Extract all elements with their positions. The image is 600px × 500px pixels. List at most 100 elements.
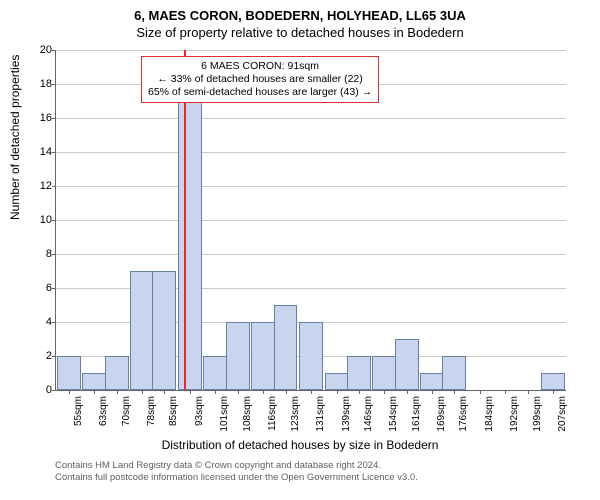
- ytick-label: 10: [28, 214, 52, 226]
- xtick-mark: [117, 390, 118, 394]
- ytick-label: 18: [28, 78, 52, 90]
- ytick-label: 14: [28, 146, 52, 158]
- annotation-box: 6 MAES CORON: 91sqm← 33% of detached hou…: [141, 56, 379, 103]
- ytick-mark: [52, 84, 56, 85]
- xtick-mark: [454, 390, 455, 394]
- histogram-bar: [325, 373, 349, 390]
- xtick-mark: [432, 390, 433, 394]
- ytick-mark: [52, 50, 56, 51]
- ytick-mark: [52, 118, 56, 119]
- histogram-bar: [442, 356, 466, 390]
- gridline: [56, 152, 566, 153]
- histogram-bar: [105, 356, 129, 390]
- annotation-line: ← 33% of detached houses are smaller (22…: [148, 73, 372, 86]
- histogram-bar: [251, 322, 275, 390]
- xtick-mark: [311, 390, 312, 394]
- xtick-label: 176sqm: [458, 396, 469, 440]
- ytick-mark: [52, 152, 56, 153]
- xtick-label: 55sqm: [73, 396, 84, 440]
- xtick-mark: [505, 390, 506, 394]
- xtick-label: 207sqm: [557, 396, 568, 440]
- xtick-mark: [553, 390, 554, 394]
- xtick-label: 63sqm: [98, 396, 109, 440]
- xtick-mark: [480, 390, 481, 394]
- xtick-label: 161sqm: [411, 396, 422, 440]
- chart-title-address: 6, MAES CORON, BODEDERN, HOLYHEAD, LL65 …: [0, 0, 600, 23]
- chart-container: 6, MAES CORON, BODEDERN, HOLYHEAD, LL65 …: [0, 0, 600, 500]
- xtick-label: 154sqm: [388, 396, 399, 440]
- xtick-mark: [359, 390, 360, 394]
- histogram-bar: [226, 322, 250, 390]
- histogram-bar: [347, 356, 371, 390]
- x-axis-label: Distribution of detached houses by size …: [0, 438, 600, 452]
- histogram-bar: [57, 356, 81, 390]
- histogram-bar: [203, 356, 227, 390]
- ytick-label: 12: [28, 180, 52, 192]
- histogram-bar: [372, 356, 396, 390]
- xtick-mark: [528, 390, 529, 394]
- xtick-label: 131sqm: [315, 396, 326, 440]
- ytick-mark: [52, 356, 56, 357]
- xtick-label: 146sqm: [363, 396, 374, 440]
- ytick-label: 6: [28, 282, 52, 294]
- xtick-label: 101sqm: [219, 396, 230, 440]
- gridline: [56, 186, 566, 187]
- ytick-mark: [52, 390, 56, 391]
- plot-region: 0246810121416182055sqm63sqm70sqm78sqm85s…: [55, 50, 566, 391]
- xtick-label: 139sqm: [341, 396, 352, 440]
- ytick-mark: [52, 220, 56, 221]
- xtick-label: 192sqm: [509, 396, 520, 440]
- gridline: [56, 50, 566, 51]
- ytick-label: 16: [28, 112, 52, 124]
- xtick-mark: [337, 390, 338, 394]
- histogram-bar: [82, 373, 106, 390]
- xtick-mark: [407, 390, 408, 394]
- footer-line1: Contains HM Land Registry data © Crown c…: [55, 460, 418, 472]
- xtick-label: 123sqm: [290, 396, 301, 440]
- histogram-bar: [420, 373, 444, 390]
- xtick-mark: [190, 390, 191, 394]
- xtick-mark: [94, 390, 95, 394]
- xtick-mark: [384, 390, 385, 394]
- xtick-mark: [263, 390, 264, 394]
- histogram-bar: [274, 305, 298, 390]
- gridline: [56, 220, 566, 221]
- histogram-bar: [541, 373, 565, 390]
- xtick-mark: [142, 390, 143, 394]
- ytick-mark: [52, 322, 56, 323]
- xtick-label: 78sqm: [146, 396, 157, 440]
- y-axis-label: Number of detached properties: [8, 55, 22, 220]
- histogram-bar: [178, 84, 202, 390]
- footer-attribution: Contains HM Land Registry data © Crown c…: [55, 460, 418, 485]
- xtick-mark: [215, 390, 216, 394]
- histogram-bar: [395, 339, 419, 390]
- xtick-label: 93sqm: [194, 396, 205, 440]
- xtick-label: 184sqm: [484, 396, 495, 440]
- footer-line2: Contains full postcode information licen…: [55, 472, 418, 484]
- xtick-label: 199sqm: [532, 396, 543, 440]
- xtick-mark: [238, 390, 239, 394]
- gridline: [56, 254, 566, 255]
- ytick-label: 0: [28, 384, 52, 396]
- ytick-label: 8: [28, 248, 52, 260]
- ytick-label: 4: [28, 316, 52, 328]
- histogram-bar: [152, 271, 176, 390]
- xtick-label: 116sqm: [267, 396, 278, 440]
- ytick-mark: [52, 186, 56, 187]
- ytick-label: 2: [28, 350, 52, 362]
- xtick-mark: [286, 390, 287, 394]
- annotation-line: 6 MAES CORON: 91sqm: [148, 60, 372, 73]
- gridline: [56, 118, 566, 119]
- xtick-label: 108sqm: [242, 396, 253, 440]
- chart-subtitle: Size of property relative to detached ho…: [0, 23, 600, 40]
- histogram-bar: [299, 322, 323, 390]
- xtick-mark: [164, 390, 165, 394]
- ytick-mark: [52, 288, 56, 289]
- chart-area: 0246810121416182055sqm63sqm70sqm78sqm85s…: [55, 50, 565, 390]
- histogram-bar: [130, 271, 154, 390]
- xtick-label: 85sqm: [168, 396, 179, 440]
- ytick-label: 20: [28, 44, 52, 56]
- xtick-label: 169sqm: [436, 396, 447, 440]
- ytick-mark: [52, 254, 56, 255]
- xtick-mark: [69, 390, 70, 394]
